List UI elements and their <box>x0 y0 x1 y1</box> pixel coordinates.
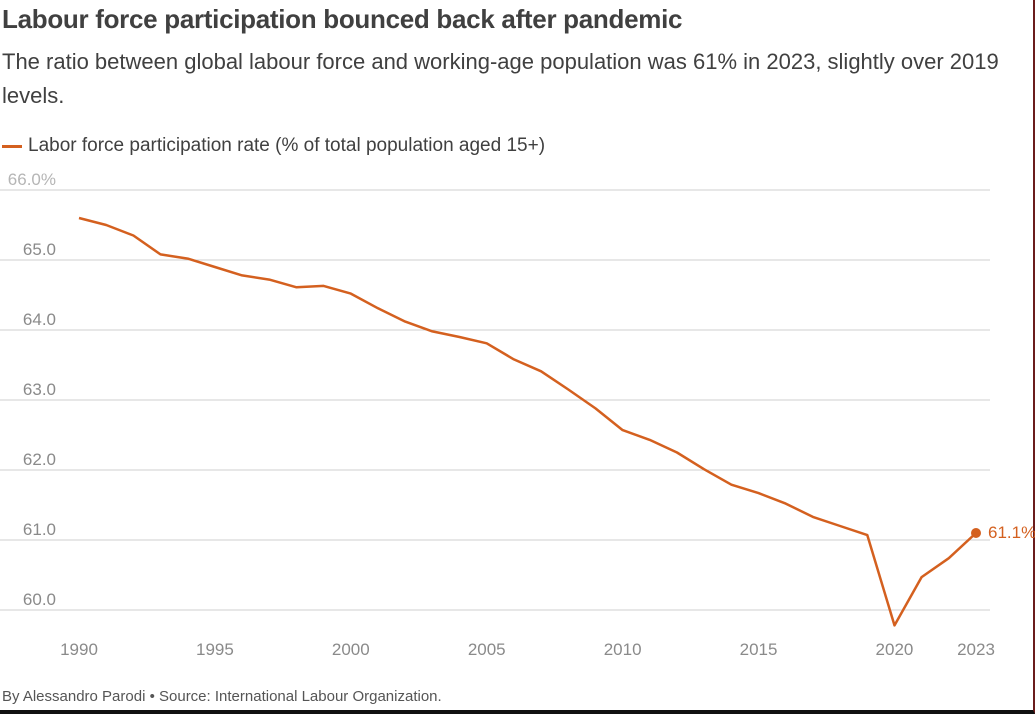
x-tick-label: 2005 <box>468 640 506 659</box>
y-tick-label: 63.0 <box>23 380 56 399</box>
chart-subtitle: The ratio between global labour force an… <box>2 49 999 108</box>
legend-swatch <box>2 144 22 148</box>
chart-title: Labour force participation bounced back … <box>2 4 683 34</box>
y-tick-label: 65.0 <box>23 240 56 259</box>
legend-label: Labor force participation rate (% of tot… <box>28 135 546 156</box>
x-tick-label: 1995 <box>196 640 234 659</box>
y-tick-label: 66.0% <box>8 170 56 189</box>
y-tick-label: 64.0 <box>23 310 56 329</box>
x-tick-label: 1990 <box>60 640 98 659</box>
x-tick-label: 2000 <box>332 640 370 659</box>
x-tick-label: 2023 <box>957 640 995 659</box>
end-point-marker <box>971 528 981 538</box>
y-tick-label: 62.0 <box>23 450 56 469</box>
x-tick-label: 2015 <box>740 640 778 659</box>
legend: Labor force participation rate (% of tot… <box>2 135 545 157</box>
y-axis-ticks: 60.0 61.0 62.0 63.0 64.0 65.0 66.0% <box>8 170 56 609</box>
x-tick-label: 2020 <box>876 640 914 659</box>
y-tick-label: 61.0 <box>23 520 56 539</box>
series-line <box>78 216 977 627</box>
source-credit: By Alessandro Parodi • Source: Internati… <box>2 688 442 705</box>
gridlines <box>0 189 990 611</box>
x-axis-ticks: 1990 1995 2000 2005 2010 2015 2020 2023 <box>60 640 995 659</box>
y-tick-label: 60.0 <box>23 590 56 609</box>
end-value-label: 61.1% <box>988 523 1035 542</box>
x-tick-label: 2010 <box>604 640 642 659</box>
